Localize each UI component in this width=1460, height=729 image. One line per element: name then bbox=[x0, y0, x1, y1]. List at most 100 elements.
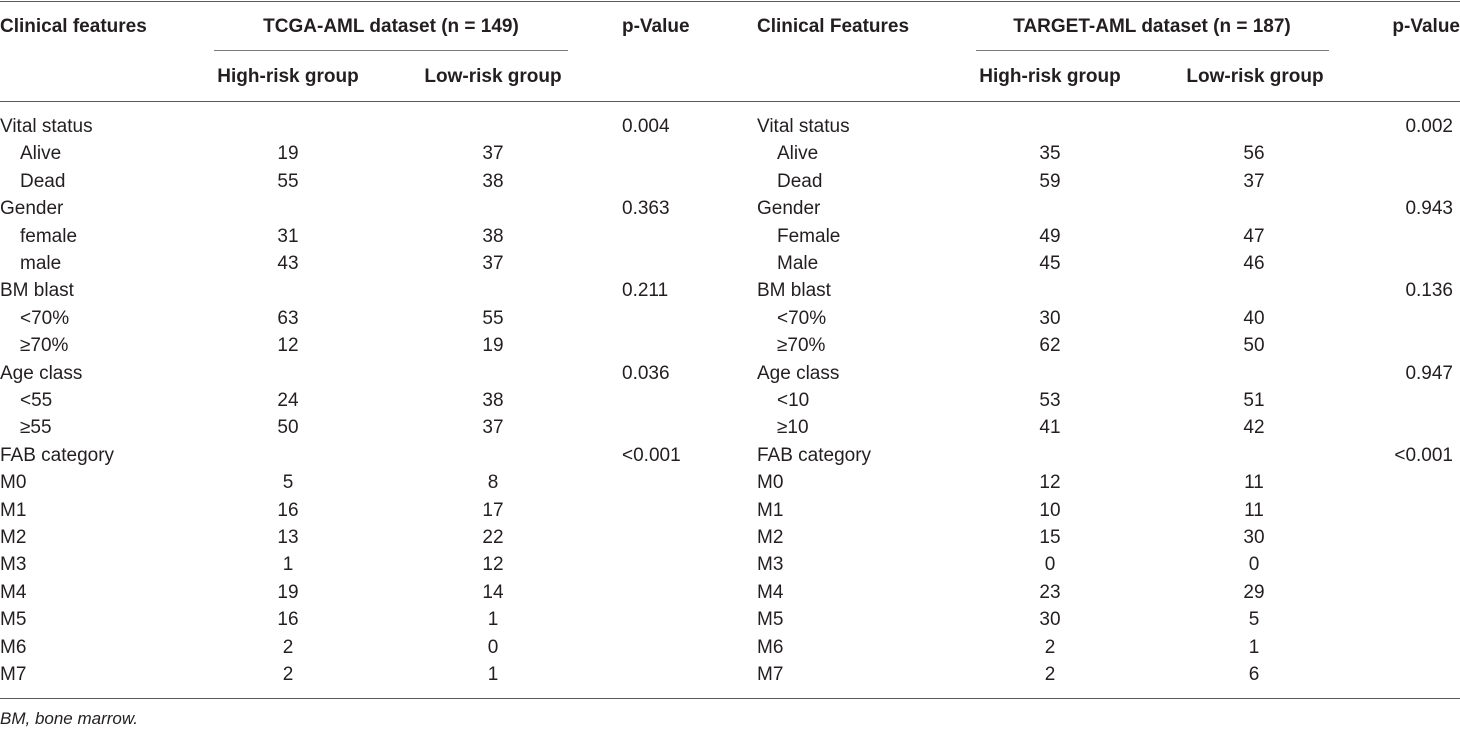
table-bottom-rule bbox=[0, 698, 1460, 699]
right-col-low-header: Low-risk group bbox=[1186, 66, 1324, 87]
left-low-risk-value: 8 bbox=[487, 472, 499, 494]
left-row-label: Vital status bbox=[0, 116, 93, 137]
right-high-risk-value: 35 bbox=[1039, 143, 1061, 165]
right-row-label: Male bbox=[777, 253, 819, 274]
left-high-risk-value: 55 bbox=[277, 170, 299, 192]
left-p-value: <0.001 bbox=[622, 444, 681, 466]
right-row-label: Vital status bbox=[757, 116, 850, 137]
left-high-risk-value: 43 bbox=[277, 253, 299, 274]
right-row-label: Female bbox=[777, 225, 841, 247]
right-row-label: FAB category bbox=[757, 444, 872, 466]
left-low-risk-value: 12 bbox=[482, 554, 504, 576]
left-high-risk-value: 2 bbox=[282, 636, 294, 658]
right-low-risk-value: 51 bbox=[1243, 390, 1265, 411]
left-p-value: 0.363 bbox=[622, 198, 670, 220]
table-top-rule bbox=[0, 1, 1460, 2]
left-low-risk-value: 38 bbox=[482, 225, 504, 247]
left-high-risk-value: 12 bbox=[277, 335, 299, 357]
left-high-risk-value: 31 bbox=[277, 225, 299, 247]
right-row-label: ≥70% bbox=[777, 335, 826, 357]
left-row-label: Alive bbox=[20, 143, 62, 165]
right-low-risk-value: 6 bbox=[1248, 664, 1260, 685]
left-low-risk-value: 17 bbox=[482, 499, 504, 521]
left-row-label: ≥55 bbox=[20, 417, 52, 439]
left-high-risk-value: 63 bbox=[277, 307, 299, 329]
right-low-risk-value: 5 bbox=[1248, 609, 1260, 631]
header-bottom-rule bbox=[0, 101, 1460, 102]
right-row-label: Age class bbox=[757, 362, 840, 384]
right-row-label: M7 bbox=[757, 664, 784, 685]
right-high-risk-value: 49 bbox=[1039, 225, 1061, 247]
left-row-label: Dead bbox=[20, 170, 66, 192]
left-p-value-header: p-Value bbox=[622, 16, 690, 37]
left-low-risk-value: 38 bbox=[482, 170, 504, 192]
left-low-risk-value: 1 bbox=[487, 664, 499, 685]
right-high-risk-value: 62 bbox=[1039, 335, 1061, 357]
right-low-risk-value: 42 bbox=[1243, 417, 1265, 439]
right-row-label: Gender bbox=[757, 198, 821, 220]
right-row-label: BM blast bbox=[757, 280, 831, 302]
left-row-label: FAB category bbox=[0, 444, 115, 466]
left-p-value: 0.004 bbox=[622, 116, 670, 137]
right-low-risk-value: 47 bbox=[1243, 225, 1265, 247]
left-low-risk-value: 38 bbox=[482, 390, 504, 411]
right-high-risk-value: 0 bbox=[1044, 554, 1056, 576]
right-p-value: <0.001 bbox=[1394, 444, 1453, 466]
left-row-label: M5 bbox=[0, 609, 27, 631]
right-low-risk-value: 46 bbox=[1243, 253, 1265, 274]
right-high-risk-value: 59 bbox=[1039, 170, 1061, 192]
left-spanner-rule bbox=[214, 50, 568, 51]
right-high-risk-value: 41 bbox=[1039, 417, 1061, 439]
right-high-risk-value: 12 bbox=[1039, 472, 1061, 494]
right-high-risk-value: 30 bbox=[1039, 609, 1061, 631]
right-high-risk-value: 15 bbox=[1039, 527, 1061, 548]
right-low-risk-value: 37 bbox=[1243, 170, 1265, 192]
right-high-risk-value: 45 bbox=[1039, 253, 1061, 274]
right-row-label: <10 bbox=[777, 390, 810, 411]
right-row-label: Dead bbox=[777, 170, 823, 192]
right-row-label: ≥10 bbox=[777, 417, 809, 439]
left-high-risk-value: 5 bbox=[282, 472, 294, 494]
right-low-risk-value: 30 bbox=[1243, 527, 1265, 548]
right-low-risk-value: 11 bbox=[1244, 472, 1264, 494]
left-row-label: BM blast bbox=[0, 280, 74, 302]
right-low-risk-value: 11 bbox=[1244, 499, 1264, 521]
right-high-risk-value: 10 bbox=[1039, 499, 1061, 521]
left-high-risk-value: 24 bbox=[277, 390, 299, 411]
left-row-label: M7 bbox=[0, 664, 27, 685]
right-high-risk-value: 23 bbox=[1039, 581, 1061, 603]
table-footnote: BM, bone marrow. bbox=[0, 709, 138, 728]
left-high-risk-value: 13 bbox=[277, 527, 299, 548]
right-p-value: 0.947 bbox=[1405, 362, 1453, 384]
right-row-label: M3 bbox=[757, 554, 784, 576]
left-col-high-header: High-risk group bbox=[217, 66, 359, 87]
left-row-label: M2 bbox=[0, 527, 27, 548]
right-low-risk-value: 1 bbox=[1248, 636, 1260, 658]
left-col-low-header: Low-risk group bbox=[424, 66, 562, 87]
right-p-value: 0.136 bbox=[1405, 280, 1453, 302]
right-low-risk-value: 50 bbox=[1243, 335, 1265, 357]
right-features-header: Clinical Features bbox=[757, 16, 910, 37]
right-p-value: 0.002 bbox=[1405, 116, 1453, 137]
left-p-value: 0.036 bbox=[622, 362, 670, 384]
right-high-risk-value: 2 bbox=[1044, 664, 1056, 685]
right-row-label: M1 bbox=[757, 499, 784, 521]
left-p-value: 0.211 bbox=[622, 280, 669, 302]
left-low-risk-value: 37 bbox=[482, 417, 504, 439]
left-row-label: M4 bbox=[0, 581, 27, 603]
left-low-risk-value: 1 bbox=[487, 609, 499, 631]
right-row-label: M0 bbox=[757, 472, 784, 494]
right-spanner-rule bbox=[976, 50, 1329, 51]
left-low-risk-value: 37 bbox=[482, 143, 504, 165]
left-low-risk-value: 22 bbox=[482, 527, 504, 548]
left-row-label: M6 bbox=[0, 636, 27, 658]
right-low-risk-value: 29 bbox=[1243, 581, 1265, 603]
left-low-risk-value: 0 bbox=[487, 636, 499, 658]
left-low-risk-value: 19 bbox=[482, 335, 504, 357]
left-row-label: M3 bbox=[0, 554, 27, 576]
right-col-high-header: High-risk group bbox=[979, 66, 1121, 87]
right-row-label: M5 bbox=[757, 609, 784, 631]
left-row-label: ≥70% bbox=[20, 335, 69, 357]
left-high-risk-value: 16 bbox=[277, 499, 299, 521]
